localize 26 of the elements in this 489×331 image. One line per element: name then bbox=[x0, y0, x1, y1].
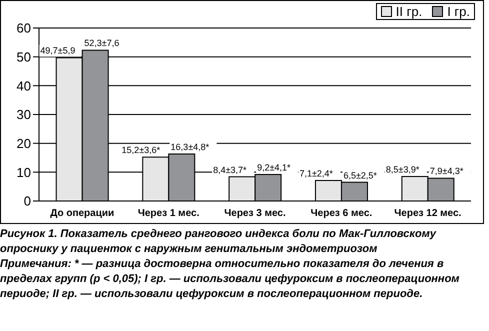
y-tick-label: 30 bbox=[16, 107, 31, 122]
data-label: 6,5±2,5* bbox=[343, 170, 378, 180]
text: Рисунок 1. Показатель среднего рангового индекса боли по Мак-Гилловскому опроснику у пациенток с наружным генитальным эндометриозом bbox=[0, 227, 438, 257]
data-label: 16,3±4,8* bbox=[170, 142, 210, 152]
y-tick-label: 20 bbox=[16, 136, 31, 151]
data-label: 52,3±7,6 bbox=[84, 38, 120, 48]
data-label: 15,2±3,6* bbox=[122, 145, 161, 156]
y-tick-label: 60 bbox=[16, 20, 31, 36]
data-label: 8,5±3,9* bbox=[386, 164, 420, 174]
data-label: 8,4±3,7* bbox=[213, 164, 248, 175]
y-tick-label: 10 bbox=[16, 164, 31, 180]
y-tick-label: 50 bbox=[16, 49, 31, 64]
x-tick-label: Через 12 мес. bbox=[394, 208, 462, 220]
y-tick-label: 40 bbox=[16, 78, 31, 94]
legend-label: II гр. bbox=[396, 4, 422, 19]
x-tick-label: До операции bbox=[50, 208, 114, 220]
data-label: 7,9±4,3* bbox=[430, 166, 464, 176]
data-label: 9,2±4,1* bbox=[257, 162, 292, 172]
data-label: 7,1±2,4* bbox=[299, 168, 334, 179]
x-tick-label: Через 6 мес. bbox=[310, 208, 372, 220]
text: Примечания: * — разница достоверна относительно показателя до лечения в пределах групп (p < 0,05); I гр. — использовали цефуроксим в послеоперационном периоде; II гр. — использовали цефуроксим в послеоперационном периоде. bbox=[0, 257, 460, 302]
y-tick-label: 0 bbox=[24, 194, 31, 209]
legend-label: I гр. bbox=[447, 4, 470, 19]
x-tick-label: Через 3 мес. bbox=[224, 208, 286, 220]
x-tick-label: Через 1 мес. bbox=[138, 208, 200, 220]
data-label: 49,7±5,9 bbox=[40, 46, 76, 56]
